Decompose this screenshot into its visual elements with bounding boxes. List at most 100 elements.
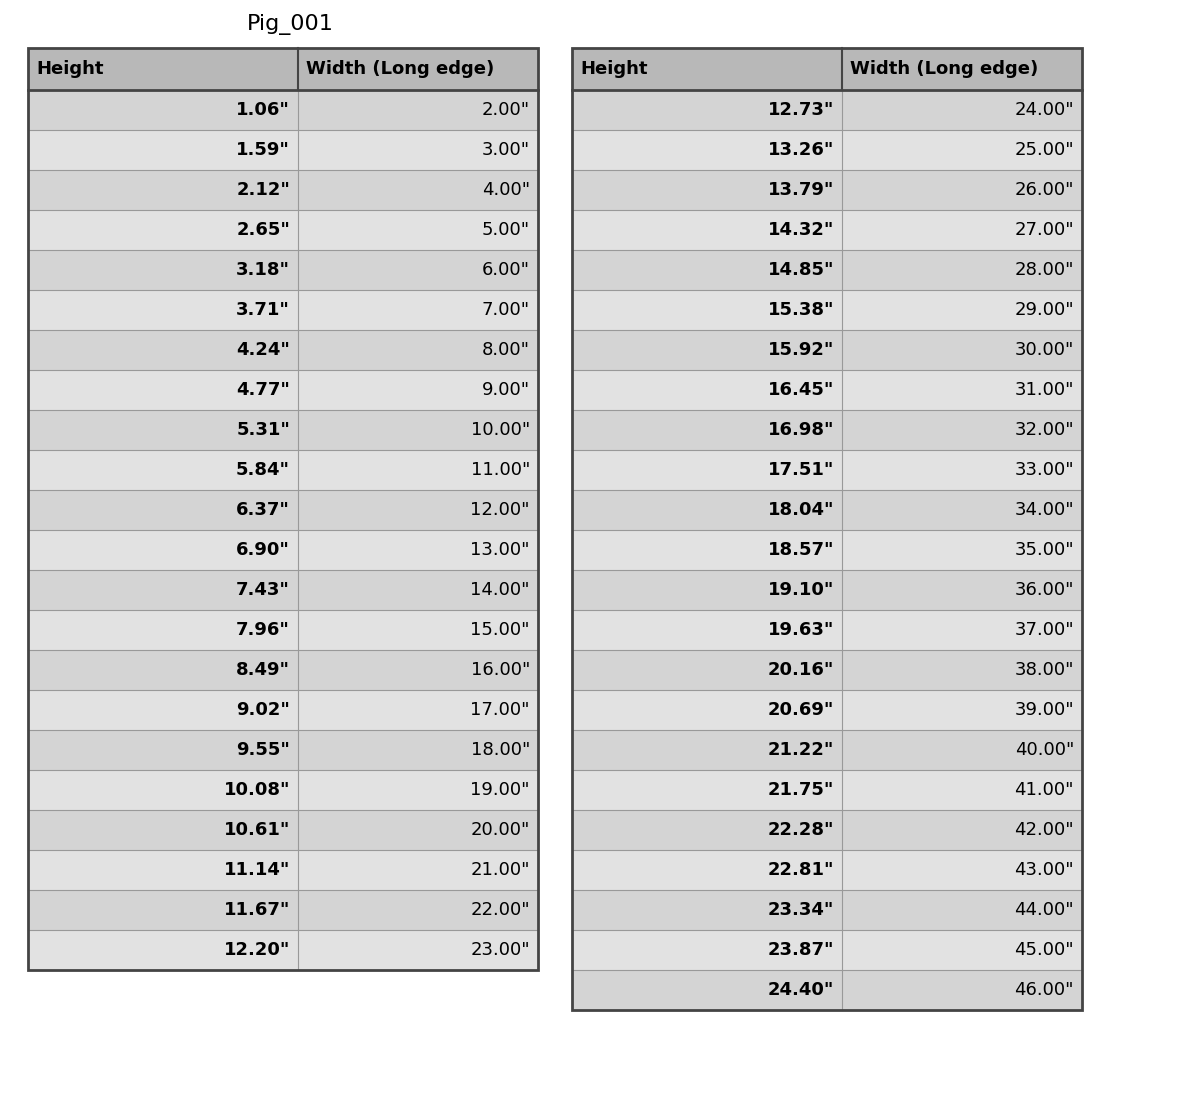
Text: 39.00": 39.00" [1015,701,1073,719]
Text: 18.57": 18.57" [768,541,833,559]
Text: 16.00": 16.00" [470,661,530,680]
Text: 11.00": 11.00" [470,461,530,479]
Text: 16.98": 16.98" [768,421,833,439]
Bar [572,450,1082,490]
Bar [27,130,538,170]
Text: 8.00": 8.00" [482,341,530,359]
Text: 14.00": 14.00" [470,581,530,600]
Bar [572,770,1082,810]
Bar [572,250,1082,290]
Bar [27,650,538,690]
Bar [572,170,1082,210]
Text: 18.00": 18.00" [470,741,530,760]
Text: Height: Height [580,60,647,78]
Text: 14.85": 14.85" [768,261,833,279]
Text: 13.00": 13.00" [470,541,530,559]
Bar [27,770,538,810]
Bar [572,690,1082,730]
Text: 19.00": 19.00" [470,781,530,799]
Text: 21.75": 21.75" [768,781,833,799]
Text: 24.40": 24.40" [768,981,833,998]
Bar [27,210,538,250]
Text: 21.22": 21.22" [768,741,833,760]
Bar [27,890,538,931]
Text: 23.87": 23.87" [768,941,833,959]
Text: 32.00": 32.00" [1015,421,1073,439]
Text: 6.00": 6.00" [482,261,530,279]
Text: 22.81": 22.81" [768,861,833,879]
Bar [572,370,1082,410]
Text: 11.14": 11.14" [223,861,290,879]
Text: 19.63": 19.63" [768,621,833,639]
Bar [27,730,538,770]
Bar [572,530,1082,570]
Text: 20.69": 20.69" [768,701,833,719]
Text: 2.00": 2.00" [482,101,530,119]
Text: 19.10": 19.10" [768,581,833,600]
Text: 26.00": 26.00" [1015,181,1073,199]
Text: 22.00": 22.00" [470,901,530,920]
Bar [27,490,538,530]
Text: 35.00": 35.00" [1015,541,1073,559]
Bar [572,610,1082,650]
Bar [572,48,1082,1011]
Bar [572,890,1082,931]
Text: 5.31": 5.31" [236,421,290,439]
Bar [572,650,1082,690]
Text: 42.00": 42.00" [1015,821,1073,840]
Text: 14.32": 14.32" [768,221,833,239]
Text: 38.00": 38.00" [1015,661,1073,680]
Bar [572,850,1082,890]
Bar [572,810,1082,850]
Text: 25.00": 25.00" [1015,141,1073,159]
Text: 7.43": 7.43" [236,581,290,600]
Text: 23.34": 23.34" [768,901,833,920]
Text: 15.92": 15.92" [768,341,833,359]
Text: 4.24": 4.24" [236,341,290,359]
Text: 7.96": 7.96" [236,621,290,639]
Text: 28.00": 28.00" [1015,261,1073,279]
Text: 9.55": 9.55" [236,741,290,760]
Bar [27,330,538,370]
Text: Width (Long edge): Width (Long edge) [306,60,494,78]
Bar [27,410,538,450]
Text: 10.00": 10.00" [470,421,530,439]
Text: 3.18": 3.18" [236,261,290,279]
Text: Width (Long edge): Width (Long edge) [850,60,1039,78]
Text: 3.71": 3.71" [236,301,290,319]
Text: 23.00": 23.00" [470,941,530,959]
Text: 12.20": 12.20" [223,941,290,959]
Bar [572,931,1082,970]
Text: 4.00": 4.00" [482,181,530,199]
Text: 15.00": 15.00" [470,621,530,639]
Text: 7.00": 7.00" [482,301,530,319]
Text: 37.00": 37.00" [1015,621,1073,639]
Text: 1.06": 1.06" [236,101,290,119]
Bar [27,170,538,210]
Text: 46.00": 46.00" [1015,981,1073,998]
Text: 27.00": 27.00" [1015,221,1073,239]
Text: 8.49": 8.49" [236,661,290,680]
Text: 9.02": 9.02" [236,701,290,719]
Bar [572,330,1082,370]
Text: 34.00": 34.00" [1015,501,1073,520]
Text: 24.00": 24.00" [1015,101,1073,119]
Text: 1.59": 1.59" [236,141,290,159]
Bar [572,410,1082,450]
Bar [27,250,538,290]
Text: 3.00": 3.00" [482,141,530,159]
Bar [27,850,538,890]
Text: 6.90": 6.90" [236,541,290,559]
Text: 40.00": 40.00" [1015,741,1073,760]
Bar [27,570,538,610]
Text: 2.65": 2.65" [236,221,290,239]
Bar [27,370,538,410]
Text: 12.73": 12.73" [768,101,833,119]
Text: 15.38": 15.38" [768,301,833,319]
Text: 20.00": 20.00" [470,821,530,840]
Text: 10.61": 10.61" [223,821,290,840]
Text: 16.45": 16.45" [768,381,833,399]
Text: 18.04": 18.04" [768,501,833,520]
Bar [572,970,1082,1011]
Text: 17.51": 17.51" [768,461,833,479]
